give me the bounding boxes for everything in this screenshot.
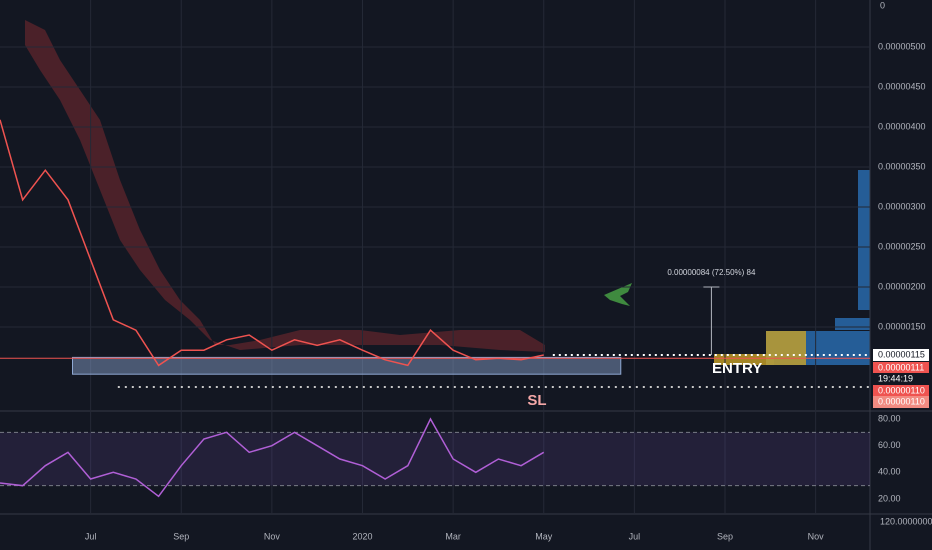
- price-label: 19:44:19: [878, 373, 913, 383]
- price-label-bg: [873, 349, 929, 361]
- price-line: [0, 119, 544, 367]
- x-tick-label: Jul: [85, 531, 97, 541]
- plane-icon: [604, 283, 632, 306]
- y-tick-label: 0.00000150: [878, 321, 926, 331]
- support-zone: [72, 356, 622, 375]
- y-tick-label: 0.00000200: [878, 281, 926, 291]
- y-tick-label: 0.00000450: [878, 81, 926, 91]
- axis-extra: 0: [880, 0, 885, 10]
- measure-label: 0.00000084 (72.50%) 84: [667, 268, 756, 277]
- x-tick-label: May: [535, 531, 553, 541]
- price-label-bg: [873, 362, 929, 374]
- price-line: [0, 417, 545, 498]
- price-label-bg: [873, 373, 929, 385]
- sl-label: SL: [527, 392, 546, 409]
- y-tick-label: 40.00: [878, 467, 901, 477]
- y-tick-label: 0.00000350: [878, 161, 926, 171]
- cloud: [25, 20, 545, 352]
- price-label: 0.00000110: [878, 396, 925, 406]
- y-tick-label: 20.00: [878, 493, 901, 503]
- x-tick-label: Nov: [808, 531, 825, 541]
- volume-bar: [766, 331, 806, 365]
- axis-extra: 120.00000000: [880, 516, 932, 526]
- price-label-bg: [873, 396, 929, 408]
- rsi-band: [0, 432, 870, 486]
- y-tick-label: 0.00000300: [878, 201, 926, 211]
- x-tick-label: 2020: [352, 531, 372, 541]
- x-tick-label: Mar: [445, 531, 461, 541]
- x-tick-label: Jul: [629, 531, 641, 541]
- price-label: 0.00000115: [878, 349, 925, 359]
- x-tick-label: Sep: [173, 531, 189, 541]
- volume-bar: [858, 170, 870, 310]
- x-tick-label: Nov: [264, 531, 281, 541]
- price-label: 0.00000111: [878, 362, 924, 372]
- x-tick-label: Sep: [717, 531, 733, 541]
- entry-label: ENTRY: [712, 360, 762, 377]
- price-label: 0.00000110: [878, 385, 925, 395]
- price-label-bg: [873, 385, 929, 397]
- volume-bar: [714, 354, 774, 365]
- volume-bar: [835, 318, 870, 330]
- y-tick-label: 0.00000500: [878, 41, 926, 51]
- y-tick-label: 60.00: [878, 440, 901, 450]
- y-tick-label: 80.00: [878, 413, 901, 423]
- y-tick-label: 0.00000400: [878, 121, 926, 131]
- y-tick-label: 0.00000250: [878, 241, 926, 251]
